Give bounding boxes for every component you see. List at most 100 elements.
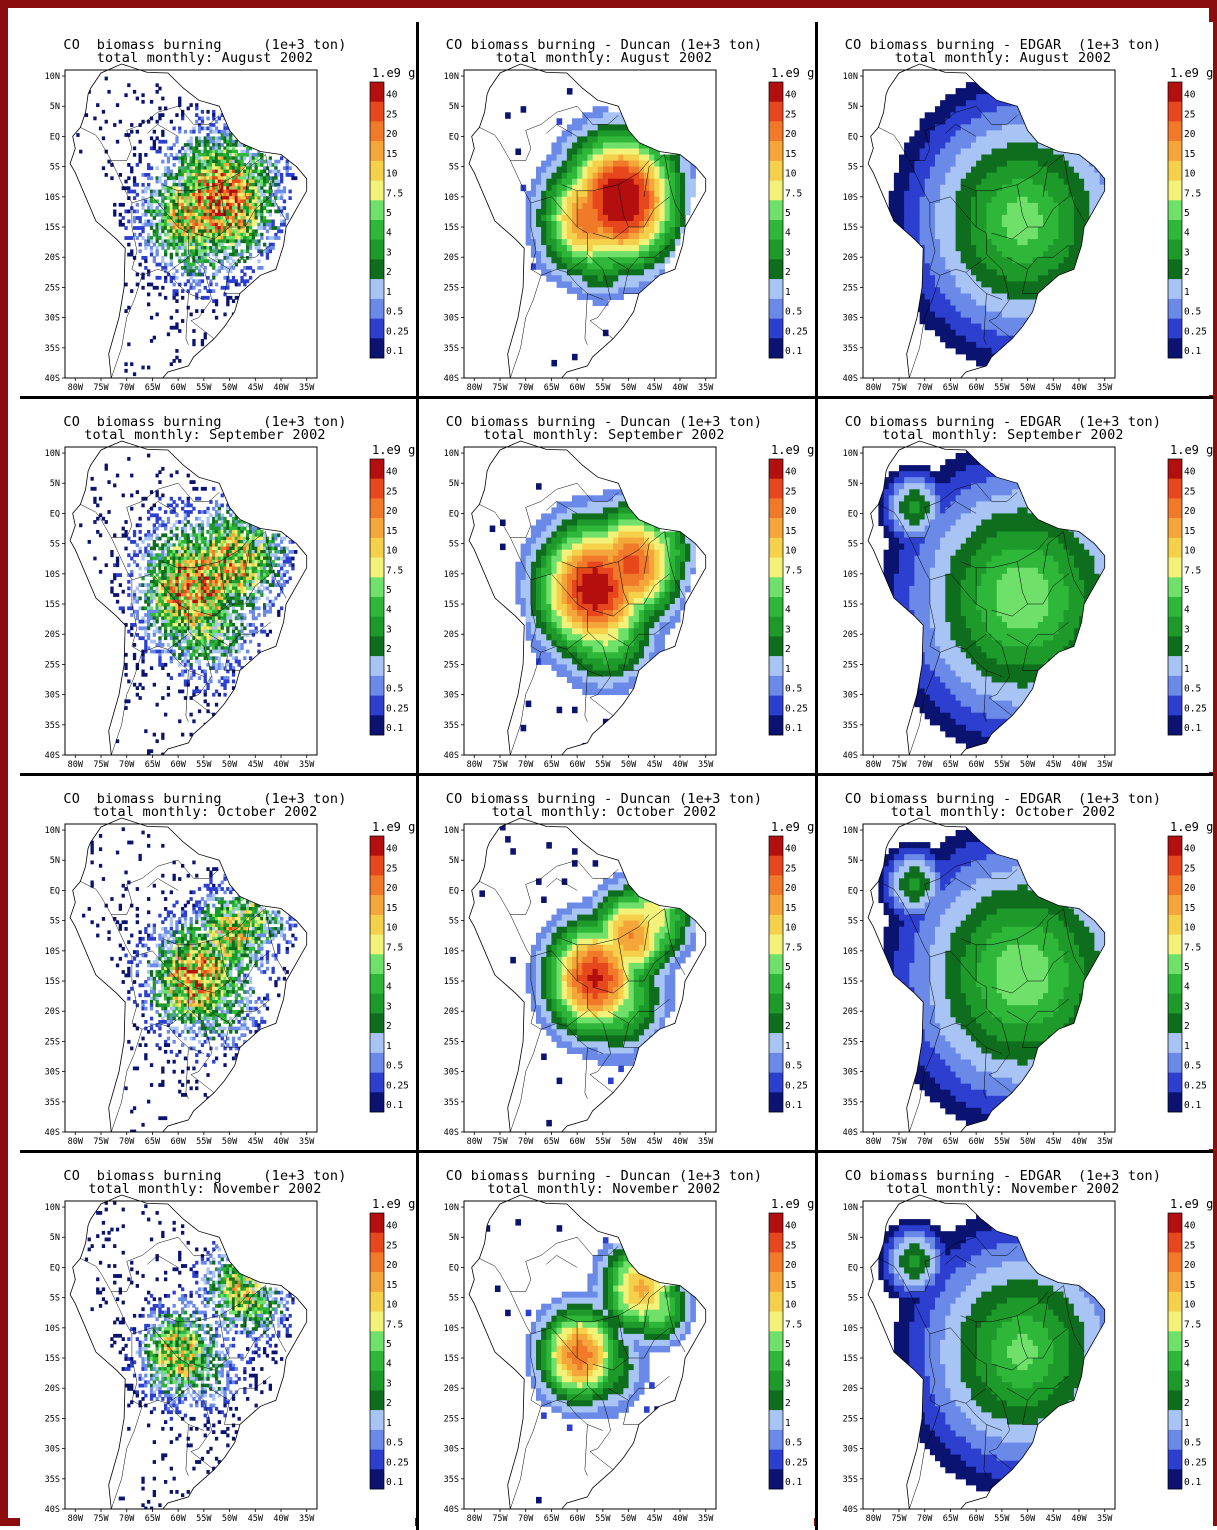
colorbar-label: 5 <box>386 962 392 973</box>
colorbar-swatch <box>769 82 783 102</box>
colorbar-label: 10 <box>386 923 398 934</box>
colorbar-swatch <box>370 319 384 339</box>
lon-label: 80W <box>68 760 84 770</box>
colorbar-swatch <box>769 1092 783 1112</box>
colorbar-label: 40 <box>785 1221 797 1232</box>
colorbar-swatch <box>769 1013 783 1033</box>
lat-label: 5S <box>50 540 60 550</box>
colorbar-swatch <box>1168 279 1182 299</box>
colorbar-swatch <box>769 1233 783 1253</box>
colorbar-label: 0.25 <box>386 1457 409 1468</box>
colorbar-label: 0.25 <box>1184 1080 1207 1091</box>
lon-label: 75W <box>891 383 907 393</box>
lon-label: 50W <box>1020 383 1036 393</box>
lon-label: 55W <box>595 760 611 770</box>
colorbar-swatch <box>370 459 384 479</box>
colorbar-label: 20 <box>386 1260 398 1271</box>
colorbar-swatch <box>769 856 783 876</box>
lon-label: 60W <box>569 383 585 393</box>
colorbar-swatch <box>370 1450 384 1470</box>
lat-label: 40S <box>843 374 858 384</box>
colorbar-swatch <box>1168 656 1182 676</box>
colorbar-swatch <box>769 518 783 538</box>
lat-label: 15S <box>45 977 60 987</box>
colorbar-label: 3 <box>1184 247 1190 258</box>
lon-label: 70W <box>917 760 933 770</box>
emission-field <box>889 70 1116 373</box>
lon-label: 40W <box>273 1514 289 1524</box>
country-border <box>479 127 510 160</box>
emission-field <box>479 824 696 1133</box>
lat-label: 25S <box>843 1037 858 1047</box>
colorbar-label: 0.5 <box>785 684 802 695</box>
lat-label: 35S <box>843 1098 858 1108</box>
colorbar-label: 4 <box>1184 982 1190 993</box>
colorbar-label: 1 <box>1184 1041 1190 1052</box>
colorbar-swatch <box>1168 1292 1182 1312</box>
colorbar-label: 10 <box>1184 169 1196 180</box>
lon-label: 45W <box>1046 760 1062 770</box>
colorbar-swatch <box>370 1312 384 1332</box>
lat-label: 35S <box>444 721 459 731</box>
lat-label: EQ <box>50 132 60 142</box>
colorbar-label: 3 <box>785 1378 791 1389</box>
colorbar-swatch <box>1168 1312 1182 1332</box>
colorbar-swatch <box>769 1033 783 1053</box>
country-border <box>147 1255 178 1267</box>
country-border <box>111 860 219 914</box>
colorbar-label: 5 <box>1184 208 1190 219</box>
lat-label: EQ <box>50 509 60 519</box>
colorbar-label: 2 <box>785 267 791 278</box>
panel-subtitle: total monthly: November 2002 <box>818 1183 1188 1196</box>
colorbar-label: 4 <box>785 228 791 239</box>
lon-label: 65W <box>544 760 560 770</box>
lat-label: 10S <box>444 1324 459 1334</box>
colorbar-label: 0.5 <box>386 1438 403 1449</box>
colorbar-label: 0.1 <box>785 723 802 734</box>
colorbar-label: 15 <box>785 526 796 537</box>
colorbar-swatch <box>370 1410 384 1430</box>
lat-label: 10N <box>843 826 858 836</box>
colorbar-swatch <box>370 1272 384 1292</box>
lon-label: 55W <box>196 383 212 393</box>
lat-label: EQ <box>449 509 459 519</box>
colorbar-label: 3 <box>386 624 392 635</box>
colorbar-swatch <box>370 558 384 578</box>
lon-label: 35W <box>1097 383 1113 393</box>
lon-label: 40W <box>1071 383 1087 393</box>
lat-label: 20S <box>843 1384 858 1394</box>
lon-label: 45W <box>647 1137 663 1147</box>
lat-label: 30S <box>444 691 459 701</box>
lon-label: 60W <box>569 1137 585 1147</box>
colorbar-label: 0.5 <box>785 1061 802 1072</box>
emission-field <box>878 824 1115 1133</box>
lon-label: 35W <box>698 1137 714 1147</box>
colorbar-swatch <box>370 1292 384 1312</box>
colorbar-label: 2 <box>386 1021 392 1032</box>
colorbar-swatch <box>769 1272 783 1292</box>
colorbar-label: 25 <box>386 1240 397 1251</box>
lon-label: 45W <box>248 1514 264 1524</box>
country-border <box>585 1425 588 1476</box>
colorbar-swatch <box>1168 558 1182 578</box>
colorbar-swatch <box>769 338 783 358</box>
colorbar-swatch <box>769 836 783 856</box>
colorbar-label: 1 <box>785 1418 791 1429</box>
colorbar-unit: 1.e9 g <box>372 820 415 834</box>
column-divider <box>815 22 818 1530</box>
colorbar-label: 7.5 <box>785 1319 802 1330</box>
lon-label: 80W <box>68 383 84 393</box>
lon-label: 35W <box>698 760 714 770</box>
colorbar-label: 0.1 <box>1184 723 1201 734</box>
lat-label: 25S <box>444 1414 459 1424</box>
lat-label: 10N <box>45 1203 60 1213</box>
country-border <box>510 652 541 755</box>
lon-label: 70W <box>119 1137 135 1147</box>
colorbar-label: 1 <box>785 1041 791 1052</box>
colorbar-label: 15 <box>386 903 397 914</box>
lon-label: 50W <box>621 760 637 770</box>
panel-subtitle: total monthly: September 2002 <box>20 429 390 442</box>
lon-label: 55W <box>994 760 1010 770</box>
colorbar-label: 25 <box>785 863 796 874</box>
